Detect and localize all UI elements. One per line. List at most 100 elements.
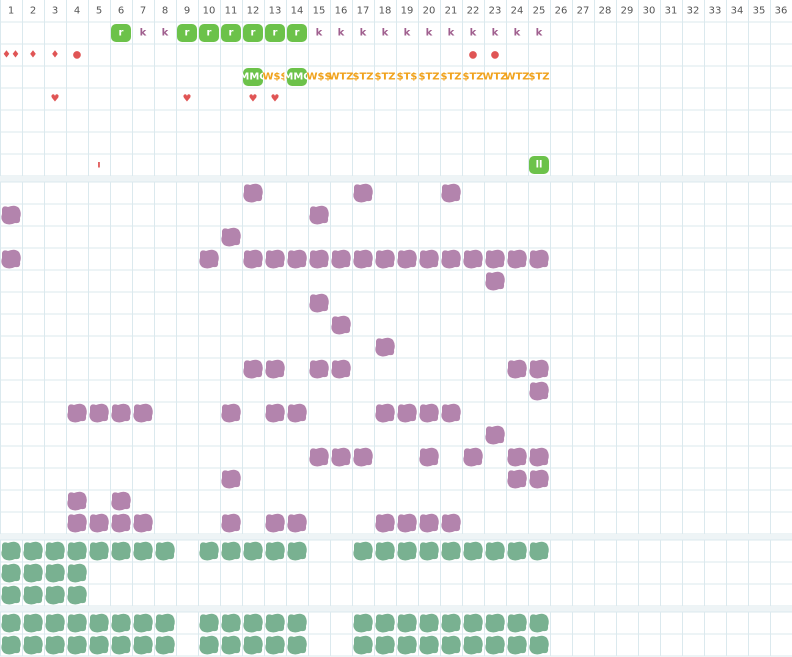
cell-text: k (404, 28, 411, 39)
block (419, 613, 439, 633)
block (67, 613, 87, 633)
cell-text: ♥ (249, 94, 258, 105)
block (199, 613, 219, 633)
block (89, 613, 109, 633)
block (1, 613, 21, 633)
column-header: 19 (401, 6, 414, 17)
cell-text: r (119, 28, 124, 39)
column-header: 30 (643, 6, 656, 17)
column-header: 24 (511, 6, 524, 17)
block (331, 249, 351, 269)
cell-text: WTZ (482, 72, 507, 83)
column-header: 10 (203, 6, 216, 17)
block (331, 359, 351, 379)
cell-text: k (514, 28, 521, 39)
block (111, 541, 131, 561)
block (89, 635, 109, 655)
block (243, 541, 263, 561)
block (419, 635, 439, 655)
block (265, 541, 285, 561)
block (397, 513, 417, 533)
block (463, 249, 483, 269)
block (353, 635, 373, 655)
block (111, 403, 131, 423)
block (111, 491, 131, 511)
block (45, 585, 65, 605)
block (397, 613, 417, 633)
block (441, 403, 461, 423)
block (199, 541, 219, 561)
block (331, 447, 351, 467)
column-header: 6 (118, 6, 124, 17)
block (507, 469, 527, 489)
block (441, 183, 461, 203)
cell-text: $TZ (528, 72, 549, 83)
block (67, 585, 87, 605)
block (111, 635, 131, 655)
block (23, 563, 43, 583)
cell-badge (243, 24, 263, 42)
block (507, 447, 527, 467)
block (309, 293, 329, 313)
cell-text: ● (73, 50, 82, 61)
block (485, 249, 505, 269)
block (221, 403, 241, 423)
block (529, 359, 549, 379)
block (507, 635, 527, 655)
block (441, 635, 461, 655)
block (485, 613, 505, 633)
column-header: 18 (379, 6, 392, 17)
block (353, 541, 373, 561)
block (529, 541, 549, 561)
block (155, 541, 175, 561)
block (89, 541, 109, 561)
cell-text: $TZ (374, 72, 395, 83)
block (221, 635, 241, 655)
cell-text: r (229, 28, 234, 39)
column-header: 4 (74, 6, 80, 17)
block (23, 585, 43, 605)
block (1, 541, 21, 561)
cell-text: ● (491, 50, 500, 61)
block (375, 337, 395, 357)
column-header: 29 (621, 6, 634, 17)
column-header: 3 (52, 6, 58, 17)
column-header: 5 (96, 6, 102, 17)
cell-text: W$$ (307, 72, 332, 83)
block (375, 403, 395, 423)
block (155, 635, 175, 655)
cell-text: ♥ (51, 94, 60, 105)
block (1, 635, 21, 655)
block (89, 403, 109, 423)
cell-text: ll (536, 160, 543, 171)
block (243, 613, 263, 633)
block (287, 613, 307, 633)
block (67, 513, 87, 533)
block (507, 359, 527, 379)
column-header: 13 (269, 6, 282, 17)
cell-text: ♥ (271, 94, 280, 105)
block (287, 249, 307, 269)
column-header: 34 (731, 6, 744, 17)
block (111, 613, 131, 633)
block (507, 541, 527, 561)
block (309, 205, 329, 225)
cell-text: MMC (283, 72, 310, 83)
cell-text: $TZ (352, 72, 373, 83)
block (309, 359, 329, 379)
cell-text: MMC (239, 72, 266, 83)
cell-badge (199, 24, 219, 42)
block (397, 403, 417, 423)
block (23, 613, 43, 633)
block (375, 635, 395, 655)
column-header: 1 (8, 6, 14, 17)
block (375, 613, 395, 633)
cell-text: k (338, 28, 345, 39)
column-header: 32 (687, 6, 700, 17)
block (243, 249, 263, 269)
block (67, 635, 87, 655)
column-header: 28 (599, 6, 612, 17)
block (529, 635, 549, 655)
cell-text: ♥ (183, 94, 192, 105)
cell-text: ● (469, 50, 478, 61)
